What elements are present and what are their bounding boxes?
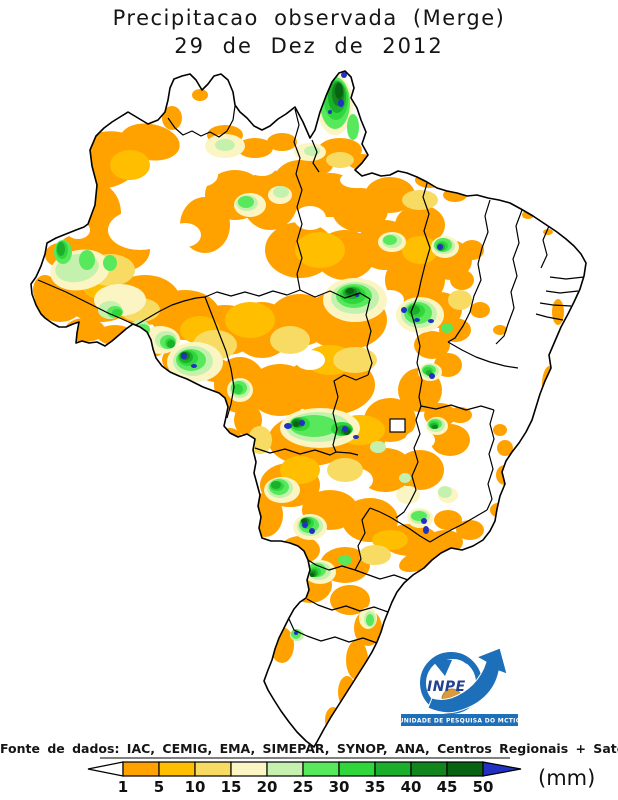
colorbar-tick-label: 30 xyxy=(329,778,350,796)
logo-inner-arrowhead xyxy=(432,660,452,676)
colorbar-box xyxy=(446,761,484,777)
page-title: Precipitacao observada (Merge) 29 de Dez… xyxy=(0,4,618,60)
colorbar-tick-label: 40 xyxy=(401,778,422,796)
logo-acronym: INPE xyxy=(427,679,466,695)
colorbar-box xyxy=(122,761,160,777)
colorbar-box xyxy=(338,761,376,777)
title-line1: Precipitacao observada (Merge) xyxy=(112,6,506,30)
colorbar-tick-label: 15 xyxy=(221,778,242,796)
colorbar-tick-label: 20 xyxy=(257,778,278,796)
colorbar-box xyxy=(302,761,340,777)
df-square xyxy=(389,418,406,433)
colorbar-box xyxy=(266,761,304,777)
colorbar-tick-label: 35 xyxy=(365,778,386,796)
title-line2-date: 29 de Dez de 2012 xyxy=(174,34,444,58)
logo-big-arrow xyxy=(427,647,508,714)
country-outline xyxy=(30,70,587,748)
unit-label: (mm) xyxy=(538,766,595,790)
colorbar-box xyxy=(374,761,412,777)
colorbar-legend: 1 5 10 15 20 25 30 35 40 45 50 (mm) xyxy=(87,761,595,796)
colorbar-tick-label: 1 xyxy=(118,778,128,796)
colorbar-tick-label: 5 xyxy=(154,778,164,796)
precipitation-blobs xyxy=(33,72,564,733)
left-underflow-arrow xyxy=(87,761,124,777)
logo-banner-bar xyxy=(401,714,518,726)
colorbar-box xyxy=(410,761,448,777)
colorbar-tick-label: 10 xyxy=(185,778,206,796)
colorbar-tick-label: 45 xyxy=(437,778,458,796)
colorbar-tick-label: 25 xyxy=(293,778,314,796)
data-sources-note: Fonte de dados: IAC, CEMIG, EMA, SIMEPAR… xyxy=(0,741,618,756)
colorbar-box xyxy=(230,761,268,777)
colorbar-box xyxy=(194,761,232,777)
logo-banner-text: UNIDADE DE PESQUISA DO MCTIC xyxy=(399,718,521,725)
state-borders xyxy=(37,105,585,644)
right-overflow-arrow xyxy=(482,761,522,777)
colorbar-box xyxy=(158,761,196,777)
inpe-logo: INPE UNIDADE DE PESQUISA DO MCTIC xyxy=(399,647,521,726)
colorbar-tick-label: 50 xyxy=(473,778,494,796)
